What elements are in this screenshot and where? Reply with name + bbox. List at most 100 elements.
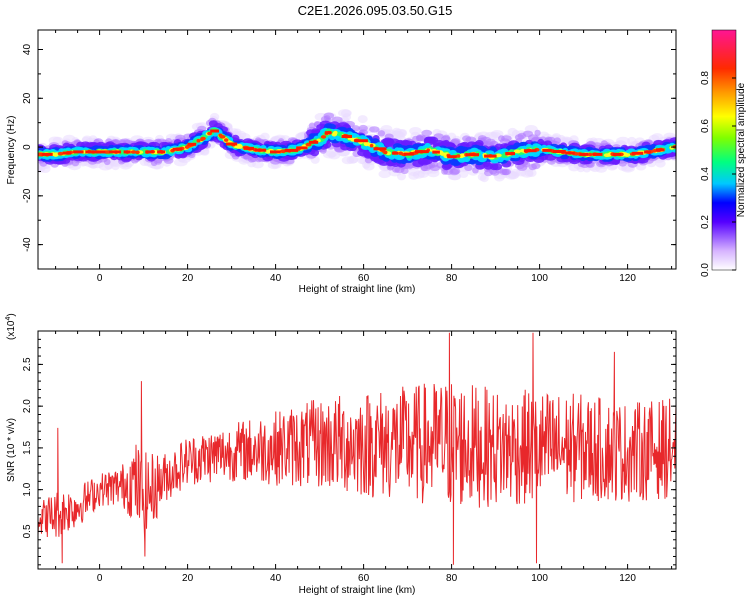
- spectrum-blob: [200, 136, 206, 141]
- spectrum-peak: [484, 154, 497, 158]
- spectrogram-marks: [38, 109, 676, 183]
- spectrum-blob: [517, 132, 527, 140]
- spectrum-peak: [243, 146, 254, 150]
- spectrum-blob: [409, 127, 422, 135]
- snr-y-scale: (x104): [5, 313, 17, 340]
- snr-x-tick-label: 120: [619, 573, 636, 584]
- spectrum-peak: [210, 129, 219, 133]
- snr-y-tick-label: 2.0: [22, 399, 33, 413]
- spec-y-tick-label: -20: [22, 188, 33, 203]
- spectrum-blob: [341, 156, 355, 165]
- snr-panel: 0 20 40 60 80 100 120 0.5 1.0 1.5 2.0 2.5 Height o…: [5, 313, 677, 596]
- spectrum-blob: [103, 158, 111, 166]
- spectrum-blob: [534, 129, 541, 137]
- spec-x-tick-label: 120: [619, 273, 636, 284]
- snr-y-label: SNR (10 * v/v): [6, 418, 17, 482]
- spectrum-blob: [507, 127, 518, 136]
- spectrum-peak: [96, 150, 106, 154]
- spectrum-blob: [378, 170, 391, 179]
- spec-y-tick-label: 0: [22, 144, 33, 150]
- spectrum-peak: [225, 142, 238, 146]
- spectrogram-x-label: Height of straight line (km): [299, 284, 416, 295]
- spectrum-blob: [465, 136, 477, 143]
- snr-y-scale-exp: 4: [5, 317, 12, 321]
- spectrum-blob: [426, 136, 439, 144]
- snr-x-ticks: 0 20 40 60 80 100 120: [55, 331, 673, 584]
- spec-x-tick-label: 100: [531, 273, 548, 284]
- spectrum-peak: [308, 140, 319, 144]
- spec-y-tick-label: -40: [22, 237, 33, 252]
- spec-x-tick-label: 40: [270, 273, 282, 284]
- colorbar-label: Normalized spectral amplitude: [736, 82, 747, 217]
- spectrum-blob: [224, 138, 229, 142]
- spectrum-blob: [416, 134, 426, 141]
- spectrogram-x-ticks: 0 20 40 60 80 100 120: [55, 30, 673, 284]
- spectrum-peak: [552, 150, 566, 153]
- spectrogram-y-ticks: -40 -20 0 20 40: [22, 44, 676, 270]
- spectrum-blob: [450, 159, 462, 166]
- spectrum-blob: [459, 153, 466, 158]
- spec-x-tick-label: 0: [97, 273, 103, 284]
- spectrum-peak: [85, 150, 99, 154]
- spectrum-blob: [207, 131, 213, 136]
- spectrum-blob: [320, 135, 327, 139]
- spectrum-blob: [414, 153, 421, 160]
- spectrum-peak: [565, 151, 575, 155]
- spectrum-peak: [62, 151, 72, 155]
- spectrum-peak: [392, 151, 399, 155]
- spectrum-peak: [373, 147, 387, 151]
- snr-y-tick-label: 1.0: [22, 482, 33, 496]
- spectrum-blob: [458, 170, 469, 178]
- spectrum-blob: [392, 166, 400, 173]
- snr-y-tick-label: 0.5: [22, 524, 33, 538]
- spec-x-tick-label: 60: [358, 273, 370, 284]
- spectrum-blob: [323, 115, 331, 122]
- spectrum-peak: [354, 139, 368, 143]
- colorbar-ticks: 0.0 0.2 0.4 0.6 0.8: [700, 71, 736, 277]
- spectrum-blob: [233, 128, 242, 137]
- spectrum-peak: [632, 151, 644, 155]
- spectrum-blob: [377, 130, 386, 137]
- spectrum-blob: [516, 164, 528, 171]
- spectrum-blob: [369, 143, 374, 148]
- spectrum-blob: [627, 136, 637, 145]
- spectrum-blob: [331, 116, 343, 123]
- colorbar-tick-label: 0.6: [700, 119, 711, 133]
- spectrum-blob: [357, 149, 370, 157]
- spec-y-tick-label: 40: [22, 44, 33, 56]
- spectrum-peak: [157, 150, 166, 154]
- spectrum-peak: [284, 148, 299, 152]
- spectrum-blob: [404, 163, 414, 170]
- spectrum-blob: [325, 123, 336, 130]
- spectrum-peak: [523, 149, 537, 153]
- spectrogram-frame: [37, 29, 677, 270]
- snr-y-ticks: 0.5 1.0 1.5 2.0 2.5: [22, 338, 676, 566]
- spectrum-blob: [464, 164, 473, 171]
- spectrum-peak: [432, 150, 440, 154]
- spectrum-peak: [466, 153, 479, 157]
- spectrum-peak: [324, 131, 332, 135]
- spectrum-blob: [364, 141, 370, 146]
- spectrum-blob: [412, 170, 425, 179]
- spectrum-peak: [41, 152, 53, 156]
- colorbar: 0.0 0.2 0.4 0.6 0.8 Normalized spectral ampl…: [700, 29, 747, 277]
- colorbar-tick-label: 0.8: [700, 71, 711, 85]
- spectrum-blob: [587, 152, 593, 157]
- snr-y-tick-label: 1.5: [22, 441, 33, 455]
- spectrogram-panel: 0 20 40 60 80 100 120 -40 -20 0 20 40 Height of st…: [6, 29, 677, 295]
- spectrum-blob: [57, 151, 64, 156]
- spec-y-tick-label: 20: [22, 92, 33, 104]
- spectrum-blob: [477, 172, 487, 181]
- snr-x-tick-label: 100: [531, 573, 548, 584]
- snr-x-tick-label: 60: [358, 573, 370, 584]
- spectrum-blob: [456, 145, 466, 153]
- spectrum-peak: [655, 148, 665, 152]
- spectrum-blob: [265, 149, 271, 154]
- colorbar-tick-label: 0.2: [700, 215, 711, 229]
- snr-series-line: [38, 332, 676, 565]
- spectrum-blob: [451, 138, 461, 145]
- spectrum-peak: [254, 148, 267, 152]
- spectrum-blob: [501, 135, 512, 142]
